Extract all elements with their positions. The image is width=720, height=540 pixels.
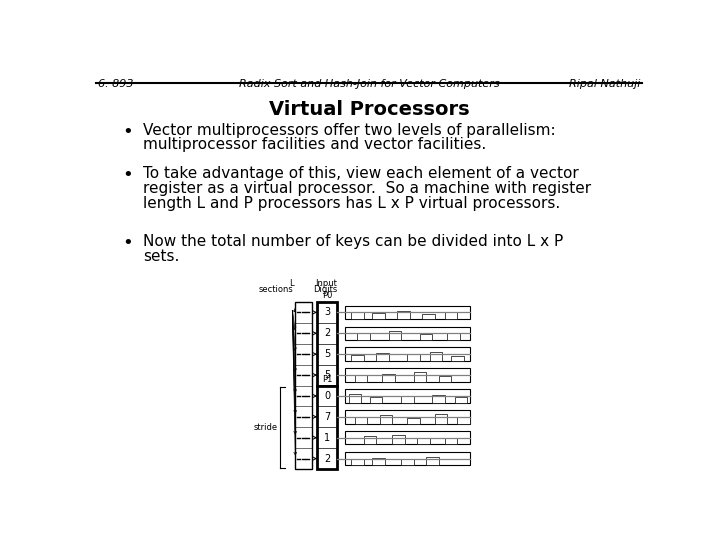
Text: multiprocessor facilities and vector facilities.: multiprocessor facilities and vector fac…	[143, 137, 486, 152]
Bar	[401, 460, 413, 465]
Bar	[317, 386, 337, 469]
Bar	[357, 333, 370, 340]
Bar	[351, 312, 364, 319]
Bar	[382, 374, 395, 382]
Bar	[372, 458, 385, 465]
Bar	[445, 438, 457, 444]
Bar	[447, 333, 460, 340]
Text: P1: P1	[322, 375, 333, 384]
Bar	[355, 417, 367, 423]
Bar	[345, 327, 469, 340]
Text: Ripal Nathuji: Ripal Nathuji	[569, 79, 640, 89]
Text: register as a virtual processor.  So a machine with register: register as a virtual processor. So a ma…	[143, 181, 591, 196]
Bar	[376, 353, 389, 361]
Bar	[295, 302, 312, 469]
Bar	[345, 452, 469, 465]
Text: Radix Sort and Hash-Join for Vector Computers: Radix Sort and Hash-Join for Vector Comp…	[239, 79, 499, 89]
Bar	[345, 306, 469, 319]
Text: 0: 0	[324, 391, 330, 401]
Bar	[418, 438, 430, 444]
Text: L: L	[289, 279, 294, 288]
Bar	[438, 376, 451, 382]
Bar	[457, 417, 469, 423]
Text: 7: 7	[324, 412, 330, 422]
Bar	[380, 415, 392, 423]
Text: 2: 2	[324, 454, 330, 464]
Text: Digits: Digits	[313, 285, 338, 294]
Text: 5: 5	[324, 370, 330, 380]
Text: length L and P processors has L x P virtual processors.: length L and P processors has L x P virt…	[143, 195, 560, 211]
Bar	[370, 396, 382, 403]
Bar	[451, 355, 464, 361]
Bar	[345, 410, 469, 423]
Bar	[345, 368, 469, 382]
Bar	[423, 314, 435, 319]
Bar	[389, 330, 401, 340]
Text: Input: Input	[315, 279, 336, 288]
Text: P0: P0	[322, 292, 333, 300]
Bar	[372, 313, 385, 319]
Bar	[351, 458, 364, 465]
Bar	[345, 348, 469, 361]
Text: •: •	[122, 166, 132, 185]
Bar	[408, 417, 420, 423]
Bar	[420, 334, 432, 340]
Text: •: •	[122, 234, 132, 252]
Text: stride: stride	[254, 423, 278, 432]
Bar	[355, 375, 367, 382]
Text: 2: 2	[324, 328, 330, 338]
Bar	[408, 354, 420, 361]
Bar	[351, 355, 364, 361]
Text: sections: sections	[259, 285, 294, 294]
Bar	[401, 396, 413, 403]
Bar	[435, 414, 447, 423]
Bar	[426, 457, 438, 465]
Bar	[413, 373, 426, 382]
Bar	[445, 312, 457, 319]
Text: 3: 3	[324, 307, 330, 318]
Bar	[348, 394, 361, 403]
Text: 5: 5	[324, 349, 330, 359]
Text: •: •	[122, 123, 132, 140]
Bar	[397, 311, 410, 319]
Bar	[345, 389, 469, 403]
Bar	[392, 435, 405, 444]
Text: 1: 1	[324, 433, 330, 443]
Bar	[455, 397, 467, 403]
Text: sets.: sets.	[143, 249, 179, 264]
Text: Now the total number of keys can be divided into L x P: Now the total number of keys can be divi…	[143, 234, 563, 249]
Bar	[432, 395, 445, 403]
Bar	[364, 436, 376, 444]
Bar	[345, 431, 469, 444]
Bar	[317, 302, 337, 386]
Bar	[430, 352, 442, 361]
Text: Virtual Processors: Virtual Processors	[269, 100, 469, 119]
Text: Vector multiprocessors offer two levels of parallelism:: Vector multiprocessors offer two levels …	[143, 123, 555, 138]
Text: 6. 893: 6. 893	[98, 79, 133, 89]
Text: To take advantage of this, view each element of a vector: To take advantage of this, view each ele…	[143, 166, 578, 181]
